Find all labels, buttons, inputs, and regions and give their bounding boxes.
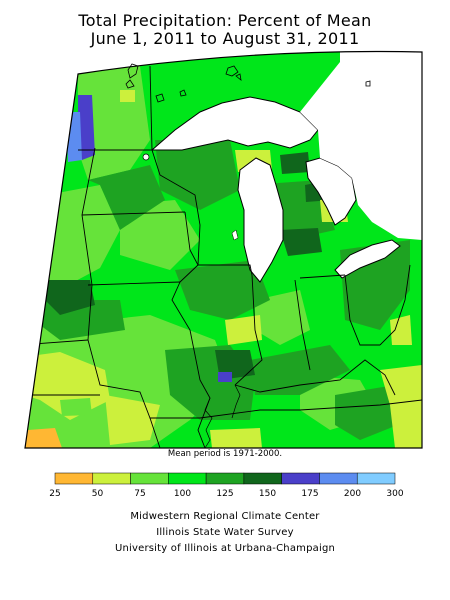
region-75-100 (120, 200, 200, 270)
legend-swatch (281, 472, 320, 485)
legend-tick-label: 125 (216, 489, 233, 499)
lake-of-the-woods (142, 153, 150, 161)
isle-royale-islands (125, 63, 371, 103)
legend-tick-label: 300 (386, 489, 403, 499)
lake-superior (150, 96, 319, 151)
credit-line-1: Midwestern Regional Climate Center (130, 511, 320, 522)
lake-erie (334, 239, 401, 279)
region-150-175 (45, 280, 95, 315)
legend-swatch (243, 472, 282, 485)
region-150-175 (280, 228, 322, 256)
legend-swatch (54, 472, 94, 485)
legend-swatch (319, 472, 358, 485)
color-legend: 25 50 75 100 125 150 175 200 300 (49, 472, 404, 499)
region-125-150 (155, 140, 240, 210)
region-50-75 (390, 315, 412, 345)
lake-winnebago (231, 229, 239, 241)
region-175-200 (218, 372, 232, 382)
map-frame (24, 50, 423, 449)
mean-period-note: Mean period is 1971-2000. (167, 449, 283, 459)
region-125-150 (175, 260, 270, 320)
precipitation-map (24, 50, 423, 449)
state-boundaries (25, 65, 422, 448)
credit-line-2: Illinois State Water Survey (156, 527, 294, 538)
lake-michigan (237, 157, 284, 283)
region-50-75 (120, 90, 135, 102)
region-200-300 (66, 112, 82, 162)
rivers (204, 384, 241, 448)
region-125-150 (88, 165, 165, 230)
region-150-175 (280, 152, 310, 174)
region-175-200 (78, 95, 95, 160)
region-50-75 (210, 428, 262, 448)
region-125-150 (250, 345, 350, 395)
legend-tick-label: 200 (344, 489, 361, 499)
legend-tick-label: 25 (49, 489, 60, 499)
legend-tick-label: 75 (134, 489, 145, 499)
legend-swatch (356, 472, 396, 485)
legend-swatch (130, 472, 169, 485)
map-title-line-2: June 1, 2011 to August 31, 2011 (90, 29, 360, 48)
legend-swatch (92, 472, 131, 485)
map-title-line-1: Total Precipitation: Percent of Mean (78, 11, 372, 30)
legend-swatch (168, 472, 207, 485)
canada-land-white (300, 52, 422, 240)
region-50-75 (225, 315, 262, 345)
legend-swatch (205, 472, 245, 485)
legend-tick-label: 50 (92, 489, 104, 499)
region-50-75 (60, 398, 92, 416)
credit-line-3: University of Illinois at Urbana-Champai… (114, 543, 336, 554)
legend-tick-label: 175 (301, 489, 318, 499)
legend-tick-label: 100 (174, 489, 191, 499)
region-75-100 (255, 290, 310, 345)
region-25-50 (25, 428, 62, 448)
legend-tick-label: 150 (259, 489, 276, 499)
